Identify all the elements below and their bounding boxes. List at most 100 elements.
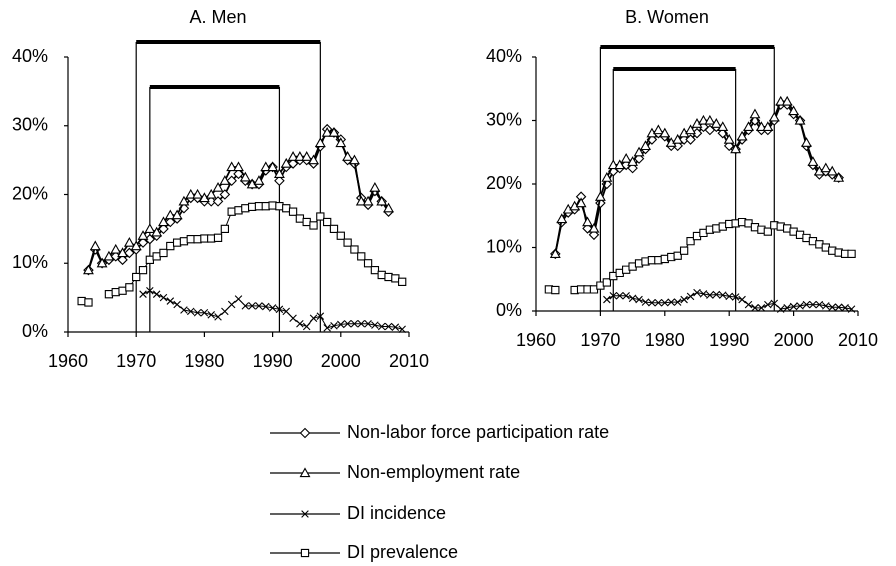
marker	[192, 188, 204, 199]
marker	[615, 291, 624, 300]
marker	[725, 219, 734, 229]
marker	[137, 230, 149, 240]
marker	[570, 285, 579, 295]
marker	[349, 154, 360, 165]
marker	[743, 121, 754, 131]
marker	[299, 467, 311, 478]
marker	[299, 427, 311, 439]
marker	[362, 195, 374, 206]
marker	[717, 121, 729, 131]
marker	[275, 305, 284, 314]
marker	[219, 175, 231, 185]
marker	[661, 298, 669, 307]
marker	[731, 293, 740, 301]
marker	[288, 207, 298, 216]
x-tick-label: 1980	[184, 351, 224, 371]
marker	[220, 224, 230, 234]
marker	[262, 302, 270, 311]
marker	[273, 168, 285, 179]
marker	[152, 290, 161, 298]
marker	[398, 277, 407, 286]
marker	[83, 264, 94, 275]
marker	[686, 292, 695, 301]
marker	[213, 233, 223, 242]
panel-title: B. Women	[625, 7, 709, 27]
marker	[847, 305, 856, 313]
y-tick-label: 0%	[496, 300, 522, 320]
marker	[391, 323, 400, 331]
panel-title: A. Men	[189, 7, 246, 27]
marker	[350, 319, 359, 328]
x-tick-label: 2000	[321, 351, 361, 371]
marker	[673, 251, 682, 260]
marker	[783, 304, 791, 312]
y-tick-label: 20%	[12, 183, 48, 203]
marker	[193, 308, 202, 317]
marker	[763, 227, 772, 236]
marker	[815, 300, 824, 309]
marker	[104, 290, 114, 299]
marker	[588, 222, 600, 233]
marker	[241, 204, 250, 213]
marker	[329, 224, 339, 234]
marker	[596, 281, 605, 290]
marker	[343, 319, 352, 328]
y-tick-label: 10%	[12, 252, 48, 272]
marker	[736, 130, 748, 141]
marker	[343, 238, 352, 247]
marker	[219, 189, 231, 200]
marker	[77, 296, 86, 306]
marker	[712, 224, 721, 233]
marker	[241, 302, 250, 310]
marker	[357, 319, 366, 328]
marker	[776, 305, 785, 313]
marker	[200, 308, 209, 317]
marker	[789, 302, 798, 311]
y-tick-label: 40%	[486, 46, 522, 66]
marker	[730, 143, 742, 154]
marker	[282, 307, 291, 316]
marker	[212, 196, 224, 207]
marker	[226, 161, 238, 172]
period-bracket	[599, 47, 775, 311]
marker	[296, 319, 304, 328]
legend-label: DI incidence	[347, 503, 446, 523]
marker	[166, 297, 175, 305]
marker	[834, 303, 843, 311]
period-bracket	[612, 69, 737, 311]
marker	[84, 298, 93, 307]
marker	[207, 311, 215, 319]
y-tick-label: 0%	[22, 321, 48, 341]
marker	[328, 126, 340, 137]
marker	[146, 286, 154, 295]
period-bracket	[135, 42, 321, 332]
marker	[802, 300, 811, 309]
marker	[234, 206, 243, 215]
marker	[165, 216, 176, 228]
marker	[308, 154, 319, 165]
marker	[138, 265, 148, 275]
marker	[692, 231, 702, 241]
marker	[551, 285, 560, 295]
marker	[809, 300, 817, 309]
marker	[685, 124, 696, 135]
marker	[659, 127, 671, 138]
marker	[124, 247, 135, 259]
marker	[841, 304, 849, 312]
marker	[718, 222, 727, 231]
legend-label: DI prevalence	[347, 542, 458, 562]
marker	[335, 137, 347, 148]
marker	[609, 271, 618, 281]
marker	[589, 285, 599, 294]
marker	[807, 156, 819, 166]
marker	[294, 151, 306, 161]
x-tick-label: 1990	[709, 330, 749, 350]
marker	[159, 293, 168, 302]
marker	[110, 243, 122, 254]
marker	[226, 175, 237, 187]
marker	[377, 322, 386, 331]
marker	[186, 235, 195, 244]
marker	[822, 302, 830, 310]
marker	[796, 302, 804, 310]
